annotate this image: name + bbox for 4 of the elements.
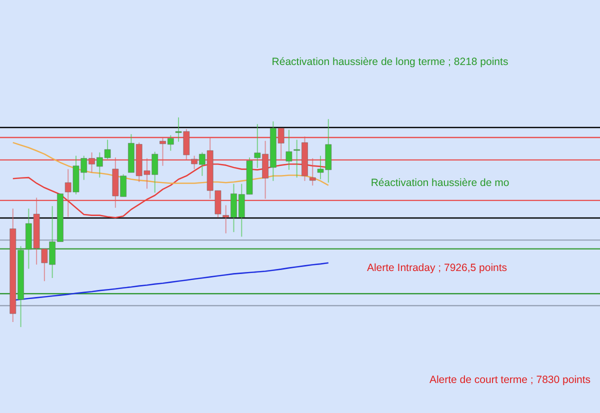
text: Alerte de court terme ; 7830 points	[429, 374, 591, 386]
text: Alerte Intraday ; 7926,5 points	[366, 262, 508, 274]
text: Réactivation haussière de mo	[370, 177, 510, 189]
text: Réactivation haussière de long terme ; 8218 points	[272, 56, 508, 68]
